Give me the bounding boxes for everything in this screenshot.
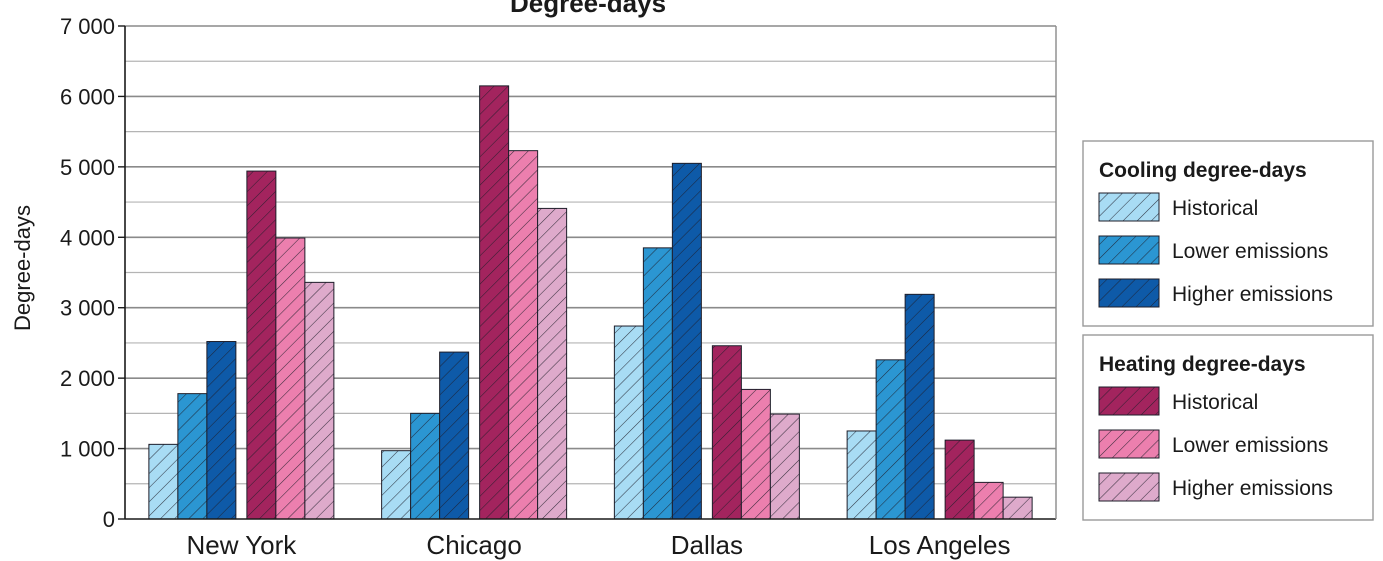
bar-new-york-heating-degree-days-historical <box>246 170 277 520</box>
legend-swatch <box>1098 192 1160 222</box>
y-tick-label: 1 000 <box>60 437 115 462</box>
legend-title: Cooling degree-days <box>1099 159 1307 182</box>
bar-dallas-cooling-degree-days-lower-emissions <box>642 247 673 520</box>
y-axis-title: Degree-days <box>10 205 35 331</box>
legend-label: Higher emissions <box>1172 283 1333 306</box>
y-tick-label: 6 000 <box>60 84 115 109</box>
x-tick-labels: New York Chicago Dallas Los Angeles <box>186 530 1010 560</box>
legend-title: Heating degree-days <box>1099 353 1306 376</box>
bar-los-angeles-cooling-degree-days-historical <box>846 430 877 520</box>
bar-chicago-heating-degree-days-historical <box>479 85 510 520</box>
legend-swatch <box>1098 235 1160 265</box>
chart-title: Degree-days <box>510 0 666 18</box>
bar-los-angeles-cooling-degree-days-lower-emissions <box>875 359 906 520</box>
axes <box>118 25 1057 520</box>
bar-dallas-heating-degree-days-lower-emissions <box>740 388 771 520</box>
legend-group-cooling-degree-days: Cooling degree-days Historical Lower emiss… <box>1082 140 1374 327</box>
bar-new-york-cooling-degree-days-higher-emissions <box>206 341 237 520</box>
bar-new-york-heating-degree-days-lower-emissions <box>275 237 306 520</box>
legend-label: Higher emissions <box>1172 477 1333 500</box>
x-tick-label-los-angeles: Los Angeles <box>869 530 1011 560</box>
y-tick-label: 4 000 <box>60 225 115 250</box>
bar-chicago-heating-degree-days-higher-emissions <box>537 207 568 520</box>
legend-item-cooling-degree-days-higher-emissions: Higher emissions <box>1098 278 1333 308</box>
bar-los-angeles-cooling-degree-days-higher-emissions <box>904 293 935 520</box>
x-tick-label-chicago: Chicago <box>426 530 521 560</box>
bar-los-angeles-heating-degree-days-higher-emissions <box>1002 496 1033 520</box>
bar-los-angeles-heating-degree-days-lower-emissions <box>973 481 1004 520</box>
legend-swatch <box>1098 278 1160 308</box>
legend-label: Historical <box>1172 197 1258 220</box>
y-tick-label: 7 000 <box>60 14 115 39</box>
legend-item-cooling-degree-days-historical: Historical <box>1098 192 1258 222</box>
bar-chicago-cooling-degree-days-lower-emissions <box>410 412 441 520</box>
x-tick-label-new-york: New York <box>186 530 297 560</box>
bars <box>148 85 1033 520</box>
legend-swatch <box>1098 386 1160 416</box>
bar-new-york-cooling-degree-days-historical <box>148 443 179 520</box>
y-tick-label: 5 000 <box>60 155 115 180</box>
bar-dallas-heating-degree-days-historical <box>711 345 742 520</box>
legend-item-heating-degree-days-higher-emissions: Higher emissions <box>1098 472 1333 502</box>
bar-dallas-heating-degree-days-higher-emissions <box>769 413 800 520</box>
bar-los-angeles-heating-degree-days-historical <box>944 439 975 520</box>
y-tick-label: 0 <box>103 507 115 532</box>
legend-swatch <box>1098 429 1160 459</box>
bar-new-york-cooling-degree-days-lower-emissions <box>177 393 208 520</box>
legend: Cooling degree-days Historical Lower emiss… <box>1082 140 1374 521</box>
legend-swatch <box>1098 472 1160 502</box>
legend-label: Lower emissions <box>1172 434 1328 457</box>
bar-chicago-cooling-degree-days-higher-emissions <box>439 351 470 520</box>
bar-chicago-cooling-degree-days-historical <box>381 450 412 520</box>
bar-chicago-heating-degree-days-lower-emissions <box>508 150 539 520</box>
y-tick-label: 3 000 <box>60 296 115 321</box>
x-tick-label-dallas: Dallas <box>671 530 743 560</box>
bar-dallas-cooling-degree-days-historical <box>613 325 644 520</box>
legend-label: Lower emissions <box>1172 240 1328 263</box>
legend-label: Historical <box>1172 391 1258 414</box>
legend-group-heating-degree-days: Heating degree-days Historical Lower emiss… <box>1082 334 1374 521</box>
y-tick-label: 2 000 <box>60 366 115 391</box>
bar-dallas-cooling-degree-days-higher-emissions <box>671 162 702 520</box>
legend-item-heating-degree-days-historical: Historical <box>1098 386 1258 416</box>
legend-item-heating-degree-days-lower-emissions: Lower emissions <box>1098 429 1328 459</box>
y-tick-labels: 0 1 000 2 000 3 000 4 000 5 000 6 000 7 000 <box>60 14 115 532</box>
bar-new-york-heating-degree-days-higher-emissions <box>304 281 335 520</box>
legend-item-cooling-degree-days-lower-emissions: Lower emissions <box>1098 235 1328 265</box>
